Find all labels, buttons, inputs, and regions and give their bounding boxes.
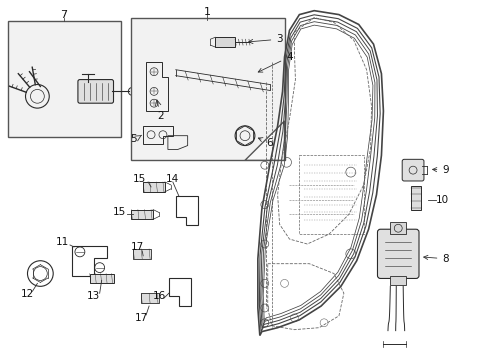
Text: 16: 16 bbox=[152, 291, 166, 301]
Polygon shape bbox=[245, 121, 285, 160]
Text: 5: 5 bbox=[130, 134, 137, 144]
Bar bbox=[411, 186, 421, 210]
Text: 17: 17 bbox=[135, 313, 148, 323]
Bar bbox=[299, 156, 364, 234]
Text: 13: 13 bbox=[87, 291, 100, 301]
Bar bbox=[215, 37, 235, 47]
Text: 15: 15 bbox=[113, 207, 126, 217]
Bar bbox=[391, 275, 406, 285]
Text: 7: 7 bbox=[60, 10, 68, 19]
Bar bbox=[131, 210, 153, 219]
Bar bbox=[143, 182, 165, 192]
Bar bbox=[131, 18, 285, 160]
Text: 4: 4 bbox=[258, 52, 293, 72]
Text: 12: 12 bbox=[21, 289, 34, 299]
Text: 14: 14 bbox=[166, 174, 179, 184]
Text: 9: 9 bbox=[433, 165, 449, 175]
Text: 2: 2 bbox=[158, 111, 164, 121]
FancyBboxPatch shape bbox=[402, 159, 424, 181]
Text: 11: 11 bbox=[55, 237, 69, 247]
Text: 8: 8 bbox=[424, 254, 449, 264]
Text: 6: 6 bbox=[258, 138, 273, 148]
Bar bbox=[90, 274, 114, 283]
Text: 3: 3 bbox=[249, 34, 283, 44]
Bar bbox=[141, 293, 159, 303]
Text: 17: 17 bbox=[131, 242, 144, 252]
FancyBboxPatch shape bbox=[377, 229, 419, 278]
Text: 1: 1 bbox=[204, 6, 211, 17]
Text: 10: 10 bbox=[436, 195, 449, 205]
Bar bbox=[133, 249, 151, 259]
Bar bbox=[391, 222, 406, 234]
Text: 15: 15 bbox=[133, 174, 146, 184]
Bar bbox=[8, 21, 122, 137]
FancyBboxPatch shape bbox=[78, 80, 114, 103]
